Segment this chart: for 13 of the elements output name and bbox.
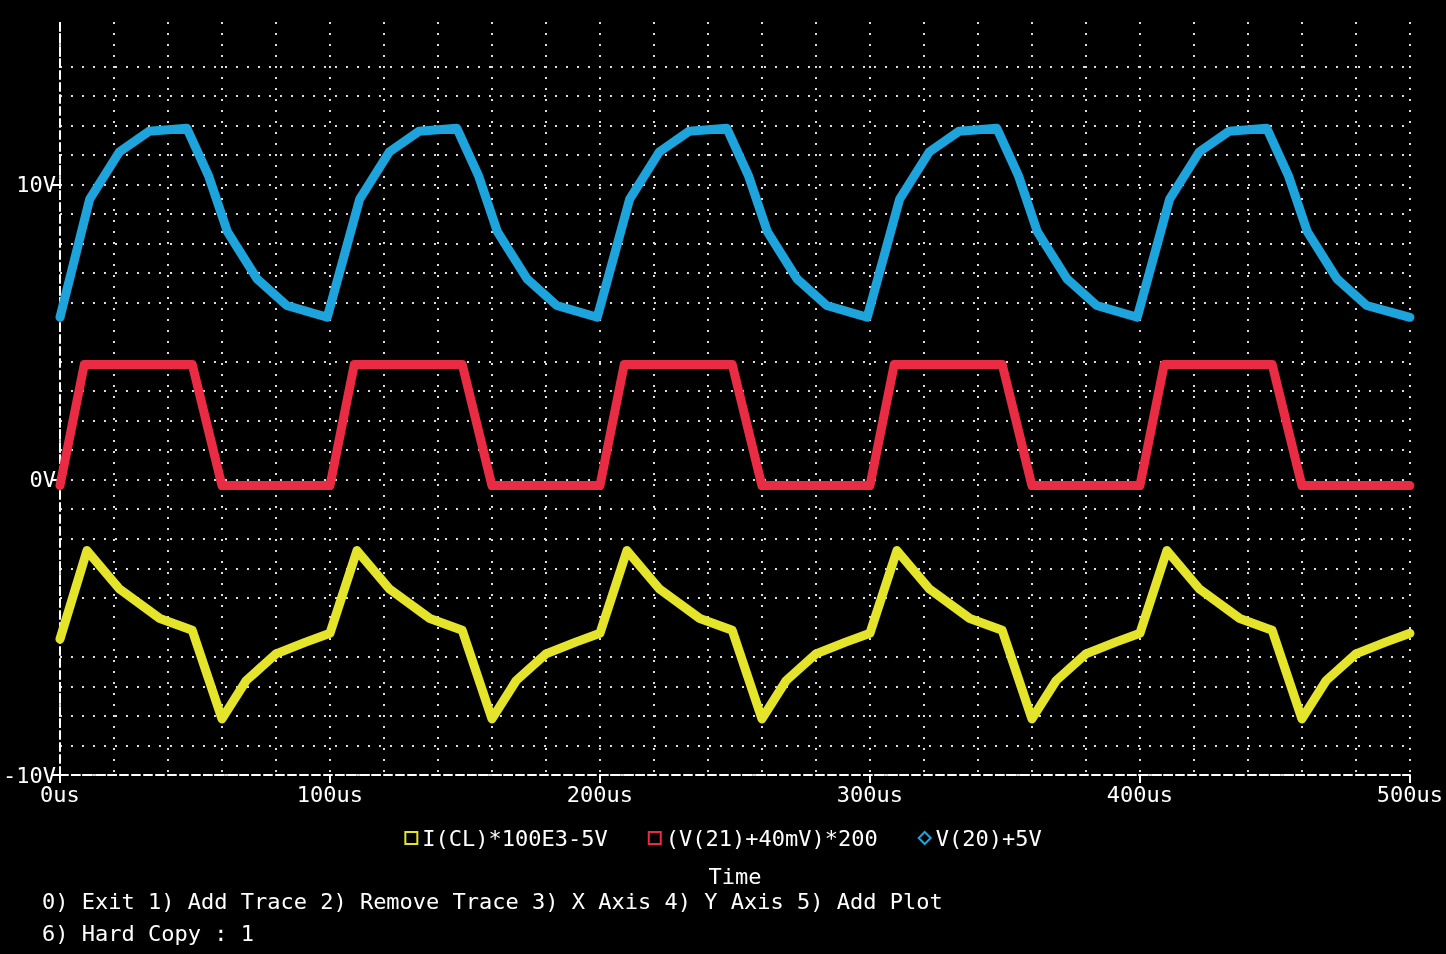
legend-label: (V(21)+40mV)*200 xyxy=(665,825,878,851)
x-tick-label: 300us xyxy=(836,781,904,807)
x-tick-label: 400us xyxy=(1106,781,1174,807)
text: 6) Hard Copy : 1 xyxy=(42,920,254,946)
x-axis-title: Time xyxy=(708,863,762,889)
x-tick-label: 200us xyxy=(566,781,634,807)
y-tick-label: 10V xyxy=(16,171,56,197)
legend-label: V(20)+5V xyxy=(935,825,1042,851)
text: 0) Exit 1) Add Trace 2) Remove Trace 3) X Axis 4) Y Axis 5) Add Plot xyxy=(42,888,943,914)
y-tick-label: 0V xyxy=(29,467,56,493)
legend-label: I(CL)*100E3-5V xyxy=(422,825,608,851)
x-tick-label: 500us xyxy=(1376,781,1443,807)
x-tick-label: 100us xyxy=(296,781,364,807)
